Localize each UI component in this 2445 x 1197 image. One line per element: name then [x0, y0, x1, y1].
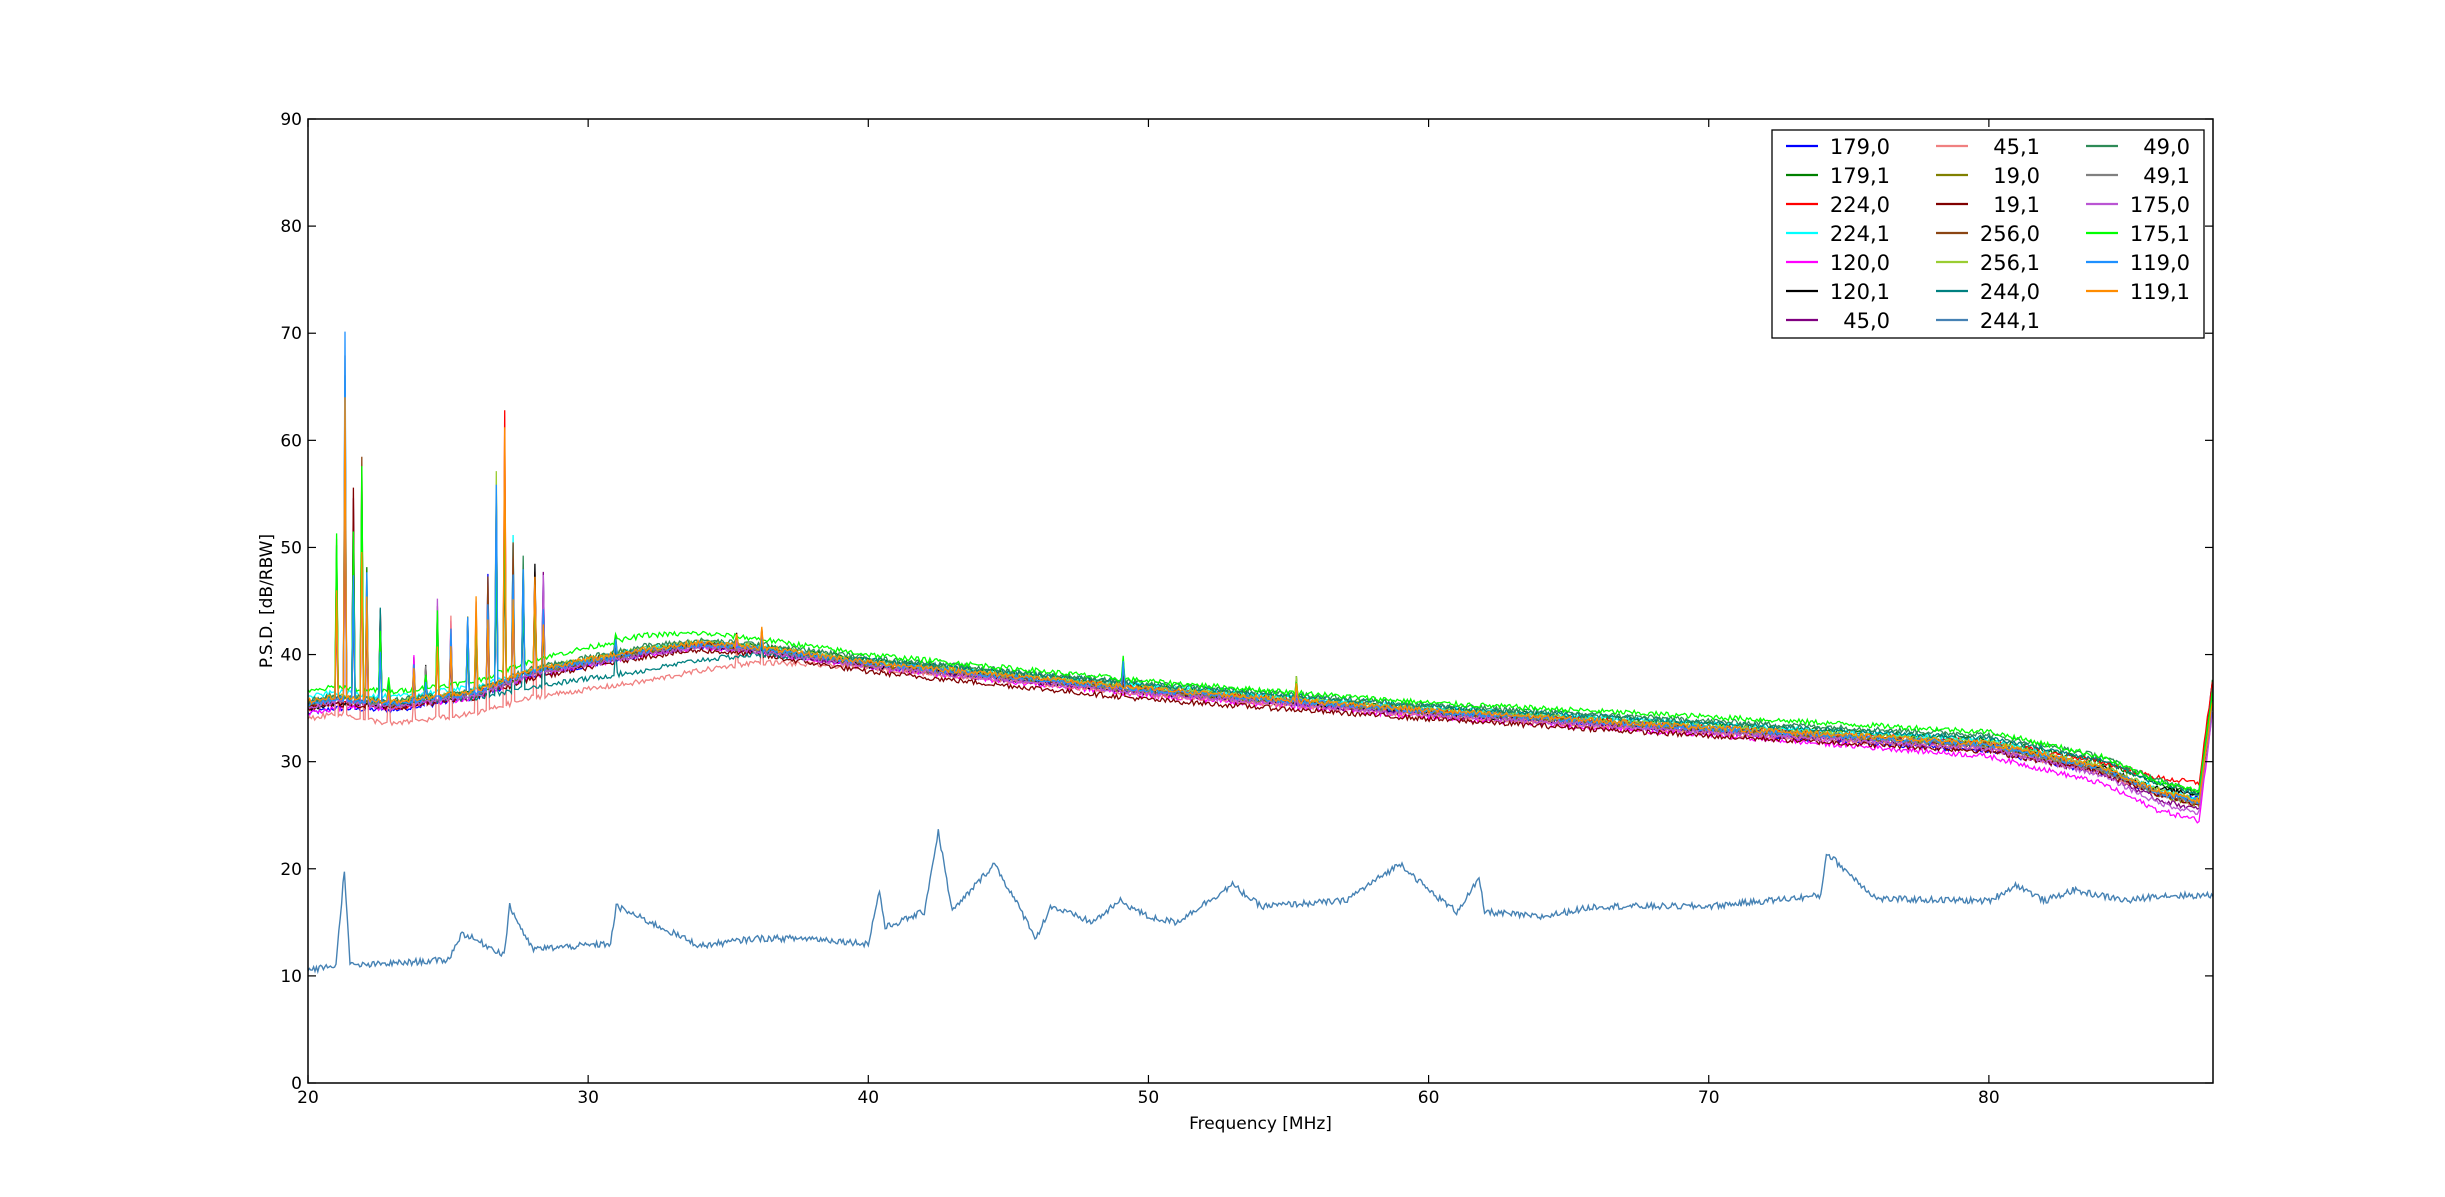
series-line-119-1	[308, 397, 2213, 804]
x-tick-label: 60	[1418, 1088, 1440, 1108]
legend-label: 179,0	[1830, 135, 1890, 159]
legend-entry-224-1: 224,1	[1786, 222, 1890, 246]
legend-entry-45-0: 45,0	[1786, 309, 1890, 333]
y-tick-label: 10	[280, 967, 302, 987]
legend-entry-120-0: 120,0	[1786, 251, 1890, 275]
series-line-45-1	[308, 469, 2213, 809]
legend-entry-120-1: 120,1	[1786, 280, 1890, 304]
y-axis-label: P.S.D. [dB/RBW]	[257, 534, 277, 668]
legend-label: 119,1	[2130, 280, 2190, 304]
series-line-175-1	[308, 466, 2213, 794]
legend-label: 256,1	[1980, 251, 2040, 275]
legend-entry-19-0: 19,0	[1936, 164, 2040, 188]
legend-label: 179,1	[1830, 164, 1890, 188]
series-line-19-1	[308, 397, 2213, 807]
legend-label: 19,0	[1993, 164, 2040, 188]
legend-label: 45,1	[1993, 135, 2040, 159]
x-tick-label: 50	[1138, 1088, 1160, 1108]
legend-label: 49,0	[2143, 135, 2190, 159]
legend-entry-179-1: 179,1	[1786, 164, 1890, 188]
axis-ticks: 20 30 40 50 60 70 80 0 10 20 30 40 50 60 70 80 90	[280, 110, 2213, 1108]
legend-label: 175,1	[2130, 222, 2190, 246]
legend-entry-244-1: 244,1	[1936, 309, 2040, 333]
legend-entry-49-0: 49,0	[2086, 135, 2190, 159]
legend-entry-119-1: 119,1	[2086, 280, 2190, 304]
legend-entry-256-0: 256,0	[1936, 222, 2040, 246]
legend-label: 49,1	[2143, 164, 2190, 188]
y-tick-label: 40	[280, 646, 302, 666]
y-tick-label: 20	[280, 860, 302, 880]
series-layer	[308, 331, 2213, 975]
legend-entry-244-0: 244,0	[1936, 280, 2040, 304]
series-line-244-1	[308, 829, 2213, 975]
y-tick-label: 30	[280, 753, 302, 773]
legend-label: 120,0	[1830, 251, 1890, 275]
x-tick-label: 40	[857, 1088, 879, 1108]
x-tick-label: 20	[297, 1088, 319, 1108]
legend-label: 256,0	[1980, 222, 2040, 246]
legend-label: 175,0	[2130, 193, 2190, 217]
y-tick-label: 60	[280, 431, 302, 451]
legend-label: 224,0	[1830, 193, 1890, 217]
legend-entry-19-1: 19,1	[1936, 193, 2040, 217]
x-tick-label: 80	[1978, 1088, 2000, 1108]
legend: 179,0 179,1 224,0 224,1 120,0 120,1 45,0 45,1 19…	[1771, 129, 2205, 339]
legend-box	[1771, 129, 2205, 339]
legend-entry-49-1: 49,1	[2086, 164, 2190, 188]
legend-entry-224-0: 224,0	[1786, 193, 1890, 217]
plot-border	[307, 118, 2214, 1084]
legend-label: 45,0	[1843, 309, 1890, 333]
legend-entry-119-0: 119,0	[2086, 251, 2190, 275]
y-tick-label: 70	[280, 324, 302, 344]
y-tick-label: 0	[291, 1074, 302, 1094]
legend-entry-45-1: 45,1	[1936, 135, 2040, 159]
legend-label: 120,1	[1830, 280, 1890, 304]
y-tick-label: 50	[280, 538, 302, 558]
legend-entry-175-1: 175,1	[2086, 222, 2190, 246]
x-axis-label: Frequency [MHz]	[1189, 1114, 1332, 1134]
series-line-49-0	[308, 484, 2213, 793]
legend-label: 224,1	[1830, 222, 1890, 246]
plot-frame	[307, 118, 2214, 1084]
x-tick-label: 30	[577, 1088, 599, 1108]
legend-label: 19,1	[1993, 193, 2040, 217]
legend-entry-175-0: 175,0	[2086, 193, 2190, 217]
legend-entry-256-1: 256,1	[1936, 251, 2040, 275]
x-tick-label: 70	[1698, 1088, 1720, 1108]
legend-label: 119,0	[2130, 251, 2190, 275]
y-tick-label: 80	[280, 217, 302, 237]
legend-entry-179-0: 179,0	[1786, 135, 1890, 159]
legend-label: 244,1	[1980, 309, 2040, 333]
legend-label: 244,0	[1980, 280, 2040, 304]
y-tick-label: 90	[280, 110, 302, 130]
